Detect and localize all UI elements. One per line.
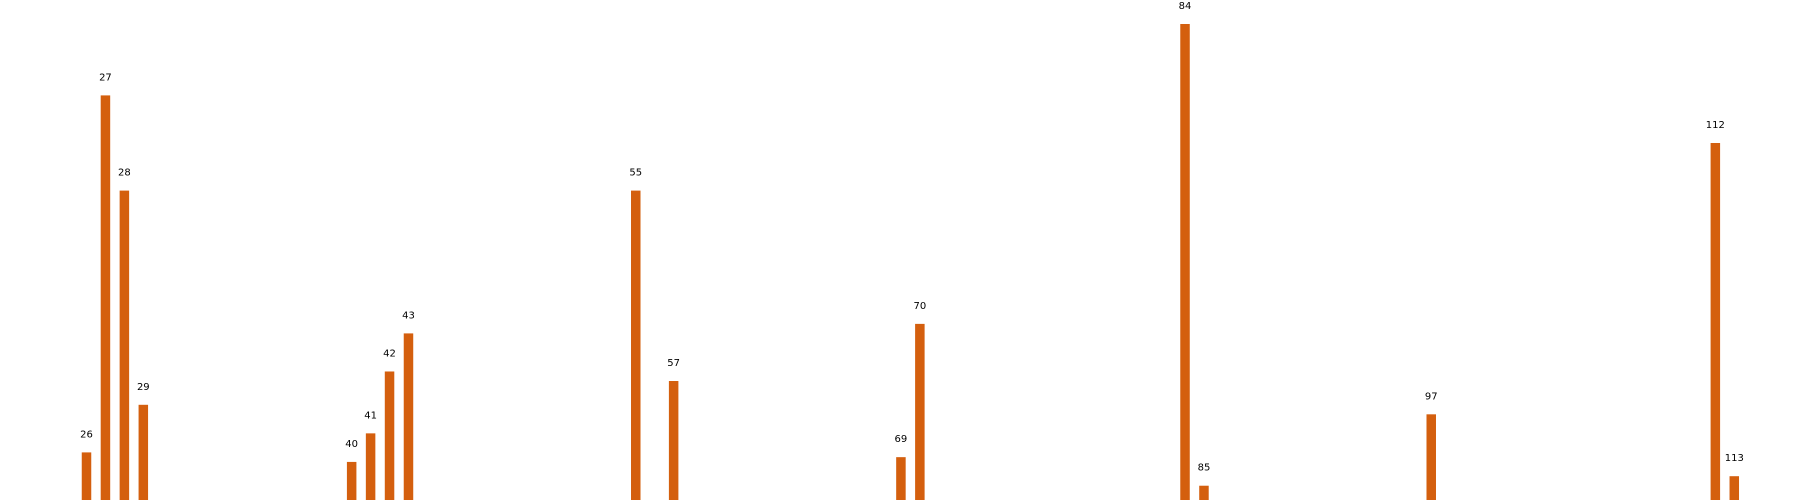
bar-41 [365, 433, 376, 500]
bar-27 [100, 95, 111, 500]
bar-97 [1426, 414, 1436, 500]
bar-label-26: 26 [80, 429, 93, 440]
bar-label-70: 70 [913, 301, 926, 312]
bar-55 [631, 190, 641, 500]
bar-label-43: 43 [402, 310, 415, 321]
labels-layer: 26 27 28 29 40 41 42 43 55 57 69 70 84 85 97 112 113 [80, 1, 1744, 474]
bar-43 [403, 333, 414, 500]
bar-label-42: 42 [383, 348, 396, 359]
bar-label-97: 97 [1425, 391, 1438, 402]
bar-85 [1199, 485, 1209, 500]
bar-57 [668, 381, 679, 500]
bar-label-29: 29 [137, 382, 150, 393]
bar-label-57: 57 [667, 358, 680, 369]
bars-layer [81, 24, 1740, 500]
bar-70 [915, 323, 925, 500]
bar-42 [384, 371, 395, 500]
bar-label-84: 84 [1179, 1, 1192, 12]
bar-112 [1710, 143, 1721, 500]
bar-84 [1180, 24, 1190, 500]
bar-28 [119, 190, 130, 500]
bar-label-85: 85 [1198, 463, 1211, 474]
bar-label-55: 55 [629, 168, 642, 179]
bar-label-28: 28 [118, 168, 131, 179]
bar-40 [346, 461, 357, 500]
bar-label-112: 112 [1706, 120, 1725, 131]
bar-113 [1729, 476, 1740, 500]
bar-label-41: 41 [364, 410, 377, 421]
bar-label-27: 27 [99, 72, 112, 83]
bar-label-69: 69 [895, 434, 908, 445]
bar-label-113: 113 [1725, 453, 1744, 464]
bar-29 [138, 404, 149, 500]
bar-26 [81, 452, 92, 500]
bar-69 [896, 457, 906, 500]
bar-label-40: 40 [345, 439, 358, 450]
